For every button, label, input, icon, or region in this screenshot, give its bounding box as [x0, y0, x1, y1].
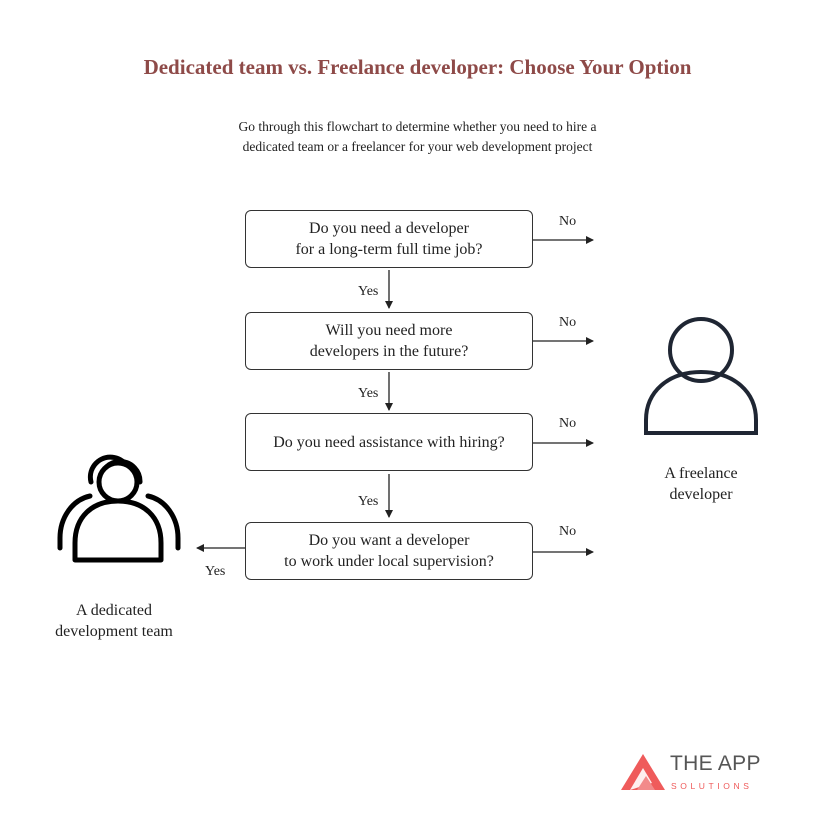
question-text: Do you need assistance with hiring? [273, 433, 505, 451]
question-text: developers in the future? [309, 343, 469, 360]
question-text: Do you want a developer [308, 532, 470, 549]
question-text: Will you need more [325, 322, 453, 339]
edge-label-no: No [559, 416, 577, 431]
question-box-future-developers: Will you need more developers in the fut… [245, 312, 533, 370]
outcome-freelancer-line-2: developer [669, 486, 733, 503]
edge-label-yes: Yes [358, 494, 379, 509]
question-text: Do you need a developer [309, 220, 469, 237]
question-text: to work under local supervision? [284, 553, 494, 570]
team-icon [57, 454, 181, 563]
edge-label-no: No [559, 214, 577, 229]
brand-subtitle: SOLUTIONS [671, 781, 753, 791]
edge-label-no: No [559, 315, 577, 330]
edge-label-yes: Yes [205, 564, 226, 579]
subtitle-line-1: Go through this flowchart to determine w… [238, 119, 597, 134]
outcome-team-line-2: development team [55, 623, 173, 640]
page-title: Dedicated team vs. Freelance developer: … [143, 55, 692, 79]
triangle-logo-icon [621, 754, 665, 790]
edge-label-yes: Yes [358, 284, 379, 299]
edge-label-yes: Yes [358, 386, 379, 401]
question-text: for a long-term full time job? [295, 241, 483, 258]
outcome-team-line-1: A dedicated [76, 602, 152, 619]
brand-name: THE APP [670, 752, 761, 775]
question-box-local-supervision: Do you want a developer to work under lo… [245, 522, 533, 580]
question-box-long-term: Do you need a developer for a long-term … [245, 210, 533, 268]
question-box-hiring-assistance: Do you need assistance with hiring? [245, 413, 533, 471]
outcome-freelancer-line-1: A freelance [664, 465, 738, 482]
outcome-team: A dedicated development team [34, 600, 194, 642]
subtitle-line-2: dedicated team or a freelancer for your … [242, 139, 593, 154]
subtitle: Go through this flowchart to determine w… [160, 117, 675, 157]
edge-label-no: No [559, 524, 577, 539]
outcome-freelancer: A freelance developer [626, 463, 776, 505]
person-icon [644, 317, 758, 435]
